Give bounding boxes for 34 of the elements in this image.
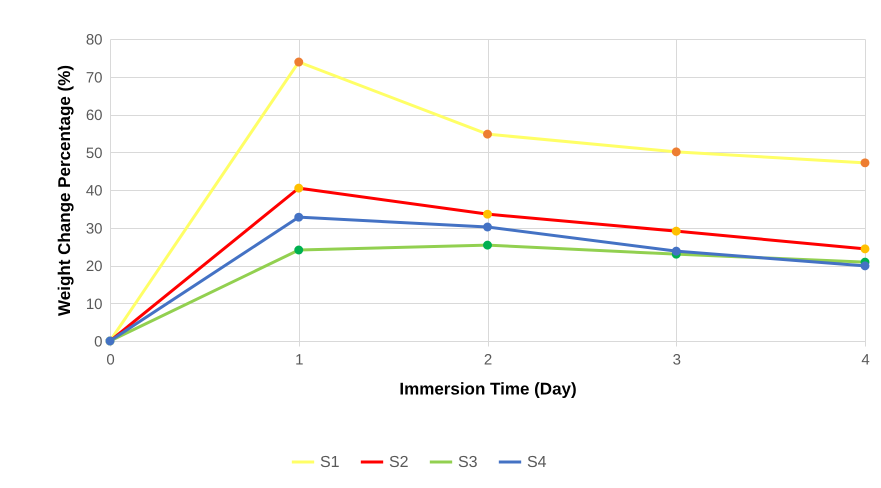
point [294, 58, 304, 66]
y-axis-title: Weight Change Percentage (%) [54, 65, 74, 316]
point [483, 210, 492, 219]
x-tick-label: 1 [295, 352, 304, 368]
point [860, 261, 870, 270]
x-tick-label: 0 [106, 352, 115, 368]
point [672, 246, 681, 256]
y-tick-label: 10 [86, 296, 102, 313]
y-tick-label: 50 [86, 144, 102, 162]
y-tick-label: 30 [86, 220, 102, 238]
x-tick-label: 2 [484, 352, 492, 368]
y-tick-label: 0 [94, 334, 102, 350]
y-tick-label: 20 [86, 258, 102, 275]
point [672, 226, 681, 236]
point [483, 222, 492, 232]
point [483, 130, 492, 139]
legend-label: S2 [389, 454, 409, 471]
point [672, 147, 681, 156]
point [860, 244, 870, 254]
legend-label: S4 [527, 454, 547, 471]
y-tick-label: 70 [86, 69, 102, 86]
y-tick-label: 40 [86, 182, 102, 200]
y-tick-label: 60 [86, 107, 102, 124]
y-tick-label: 80 [86, 32, 102, 48]
x-tick-label: 4 [861, 352, 870, 368]
point [294, 246, 304, 254]
legend-label: S3 [458, 454, 478, 471]
legend-label: S1 [320, 454, 340, 471]
x-axis-title: Immersion Time (Day) [399, 380, 577, 398]
point [294, 184, 304, 193]
x-tick-label: 3 [672, 352, 681, 368]
point [483, 240, 492, 250]
point [860, 158, 870, 168]
point [294, 212, 304, 222]
